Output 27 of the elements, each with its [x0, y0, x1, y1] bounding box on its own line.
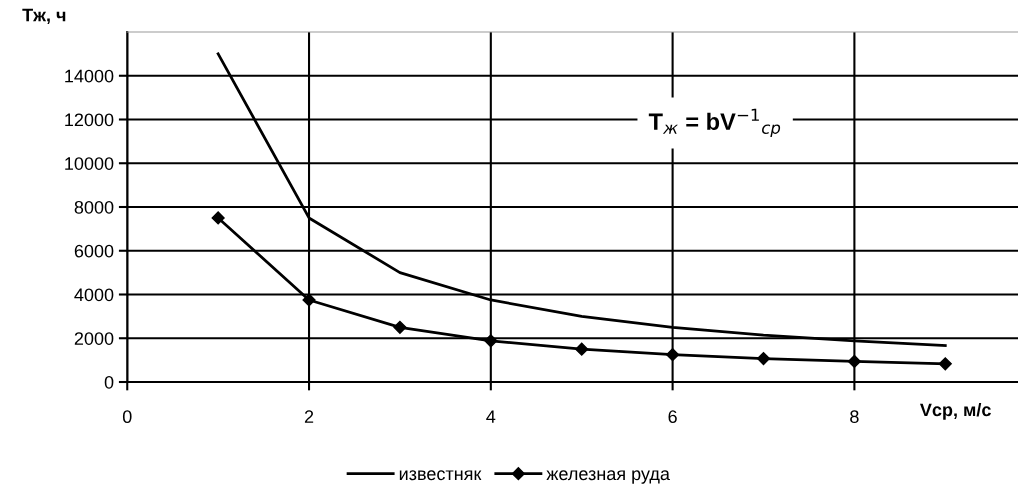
y-tick-label: 0: [104, 375, 114, 389]
point: [484, 334, 498, 348]
point: [938, 357, 952, 371]
x-tick-label: 2: [304, 410, 314, 423]
x-tick-label: 0: [122, 410, 132, 424]
y-tick-label: 4000: [74, 288, 114, 302]
y-tick-label: 14000: [65, 69, 114, 83]
y-tick-label: 10000: [65, 157, 114, 170]
point: [847, 354, 861, 369]
point: [211, 211, 225, 225]
y-tick-label: 8000: [74, 200, 114, 214]
legend-label: известняк: [399, 470, 482, 481]
y-tick-label: 6000: [74, 244, 114, 258]
point: [302, 293, 316, 307]
y-tick-label: 12000: [65, 113, 114, 127]
x-axis-title: Vср, м/с: [919, 403, 991, 420]
point: [666, 348, 680, 362]
point: [393, 320, 407, 334]
point: [756, 352, 771, 366]
x-tick-label: 8: [850, 410, 859, 424]
annotation: T$_{ж}$ = bV$^{−1}$$_{ср}$: [648, 108, 781, 138]
y-tick-label: 2000: [74, 332, 114, 345]
point: [575, 342, 589, 356]
legend-label: железная руда: [546, 470, 670, 484]
x-tick-label: 4: [486, 410, 496, 423]
x-tick-label: 6: [668, 410, 677, 424]
y-axis-title: Tж, ч: [22, 8, 66, 25]
